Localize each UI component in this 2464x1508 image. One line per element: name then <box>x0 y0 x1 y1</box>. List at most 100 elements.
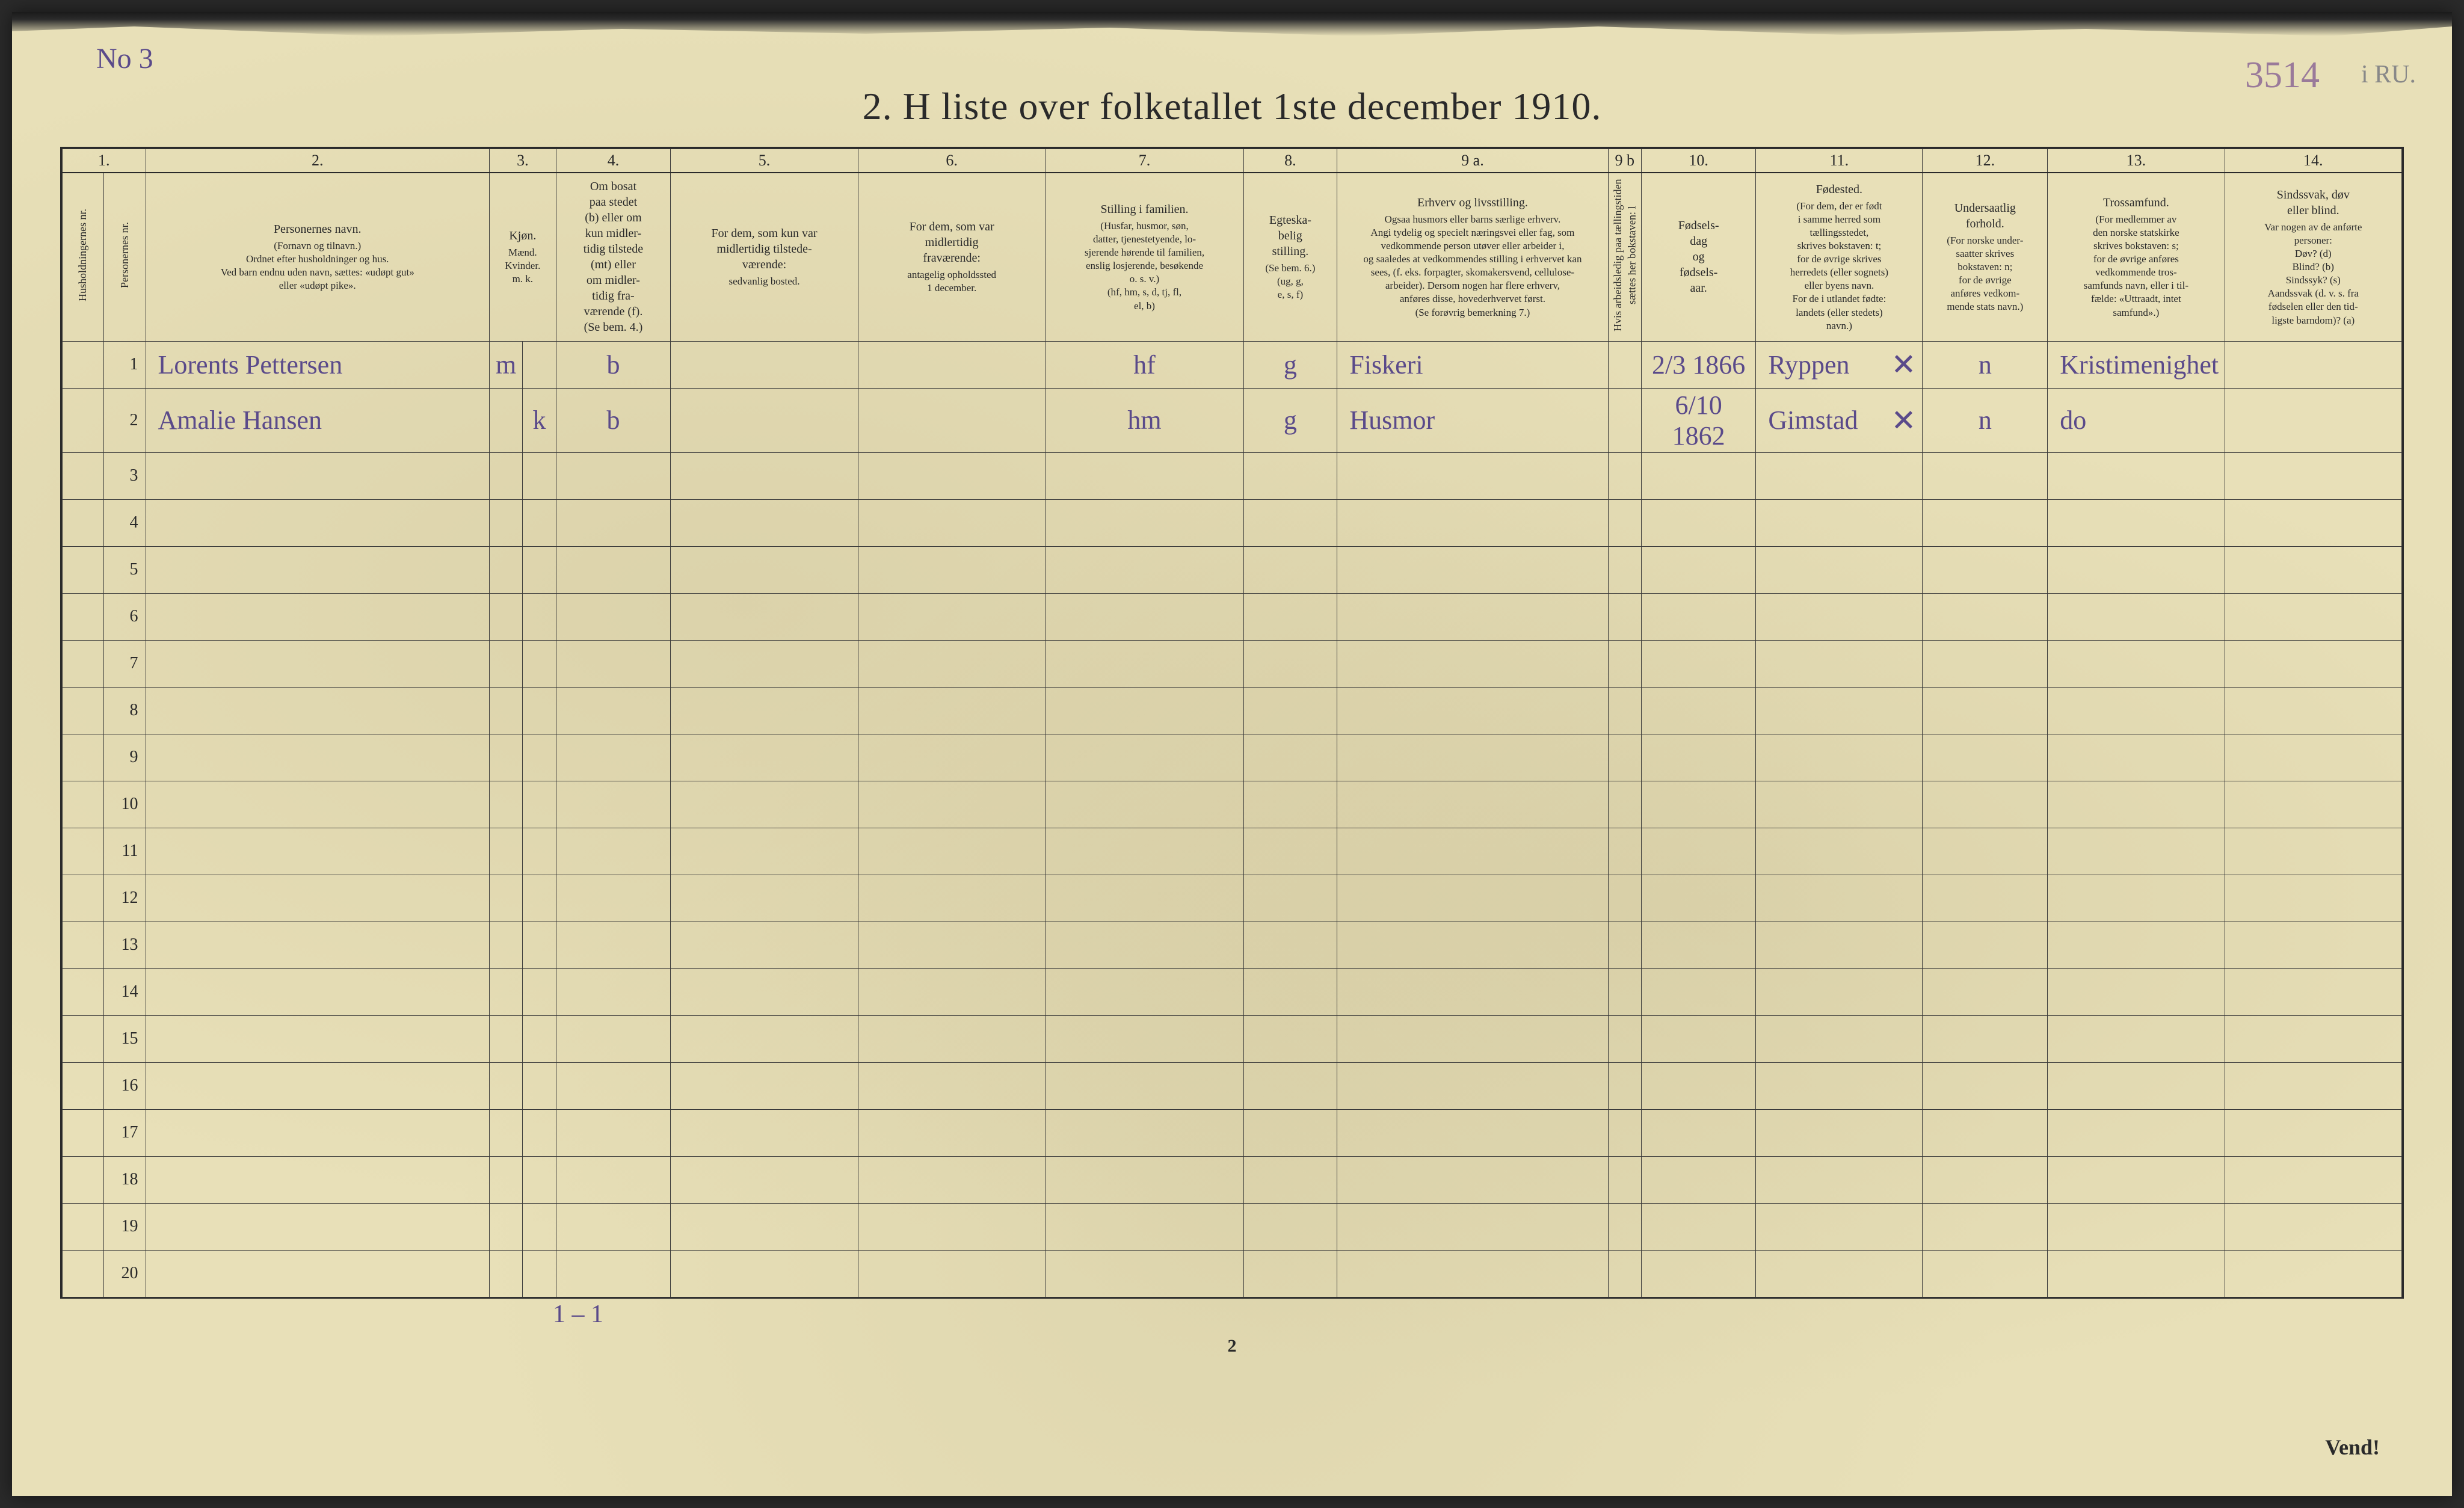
cell <box>146 828 489 875</box>
census-table-wrap: 1.2.3.4.5.6.7.8.9 a.9 b10.11.12.13.14. H… <box>60 147 2404 1299</box>
cell <box>858 922 1046 968</box>
cell <box>1923 1062 2048 1109</box>
cell <box>671 546 858 593</box>
cell <box>1243 1062 1337 1109</box>
cell <box>1923 922 2048 968</box>
cell <box>63 341 104 388</box>
cell <box>858 687 1046 734</box>
cell <box>2048 1062 2225 1109</box>
cell: 6 <box>104 593 146 640</box>
cell <box>489 640 522 687</box>
cell <box>671 1156 858 1203</box>
cell: do <box>2048 388 2225 452</box>
cell <box>1243 1015 1337 1062</box>
col-number: 1. <box>63 149 146 173</box>
cell <box>1608 1062 1641 1109</box>
cell <box>63 781 104 828</box>
col-number: 3. <box>489 149 556 173</box>
cell <box>858 546 1046 593</box>
cell <box>858 499 1046 546</box>
cell <box>523 828 556 875</box>
cell <box>1046 828 1243 875</box>
cell <box>671 1015 858 1062</box>
page-title: 2. H liste over folketallet 1ste decembe… <box>60 84 2404 129</box>
cell <box>1046 687 1243 734</box>
cell <box>671 734 858 781</box>
cell: 19 <box>104 1203 146 1250</box>
cell <box>858 593 1046 640</box>
cell <box>2225 546 2401 593</box>
cell <box>1337 640 1608 687</box>
cell <box>523 781 556 828</box>
cell <box>1608 781 1641 828</box>
cell <box>523 593 556 640</box>
cell <box>1608 1109 1641 1156</box>
table-row: 13 <box>63 922 2402 968</box>
cell <box>1923 499 2048 546</box>
cell <box>1337 875 1608 922</box>
col-header: Stilling i familien.(Husfar, husmor, søn… <box>1046 173 1243 342</box>
cell <box>2048 922 2225 968</box>
table-row: 7 <box>63 640 2402 687</box>
col-header: Erhverv og livsstilling.Ogsaa husmors el… <box>1337 173 1608 342</box>
cell <box>1641 875 1755 922</box>
cell <box>2048 687 2225 734</box>
cell <box>1756 640 1923 687</box>
cell <box>1243 968 1337 1015</box>
cell <box>671 341 858 388</box>
cell <box>2048 1203 2225 1250</box>
cell <box>63 687 104 734</box>
col-header: Husholdningernes nr. <box>63 173 104 342</box>
cell: n <box>1923 388 2048 452</box>
cell <box>1641 922 1755 968</box>
cell <box>1608 341 1641 388</box>
col-header: Om bosat paa stedet (b) eller om kun mid… <box>556 173 670 342</box>
cell <box>671 1062 858 1109</box>
cell: 7 <box>104 640 146 687</box>
cell <box>1337 499 1608 546</box>
table-row: 11 <box>63 828 2402 875</box>
cell <box>1756 1015 1923 1062</box>
cell <box>489 734 522 781</box>
table-row: 4 <box>63 499 2402 546</box>
cell <box>858 341 1046 388</box>
cell <box>1756 499 1923 546</box>
cell: 15 <box>104 1015 146 1062</box>
cell <box>556 1203 670 1250</box>
cell <box>1608 922 1641 968</box>
cell: n <box>1923 341 2048 388</box>
cell <box>1243 452 1337 499</box>
cell: b <box>556 388 670 452</box>
cell <box>1641 734 1755 781</box>
cell <box>556 593 670 640</box>
cell <box>63 1109 104 1156</box>
cell <box>1243 1250 1337 1297</box>
cell <box>63 1015 104 1062</box>
cell <box>1608 1203 1641 1250</box>
cell <box>489 593 522 640</box>
cell <box>1046 1062 1243 1109</box>
cell <box>146 1156 489 1203</box>
cell <box>1608 687 1641 734</box>
cell <box>63 546 104 593</box>
cell <box>671 1203 858 1250</box>
cell <box>1756 1250 1923 1297</box>
cell <box>1923 875 2048 922</box>
cell <box>63 593 104 640</box>
cell <box>556 546 670 593</box>
cell <box>1608 452 1641 499</box>
cell <box>1641 1109 1755 1156</box>
cell <box>1923 1156 2048 1203</box>
cell <box>1923 828 2048 875</box>
cell <box>1923 687 2048 734</box>
cell <box>1923 1015 2048 1062</box>
cell <box>556 968 670 1015</box>
col-header: Undersaatlig forhold.(For norske under- … <box>1923 173 2048 342</box>
cell <box>1608 1156 1641 1203</box>
cell <box>1641 1203 1755 1250</box>
table-row: 19 <box>63 1203 2402 1250</box>
cell <box>2225 687 2401 734</box>
cell: 3 <box>104 452 146 499</box>
cell <box>2225 922 2401 968</box>
cell <box>63 1062 104 1109</box>
